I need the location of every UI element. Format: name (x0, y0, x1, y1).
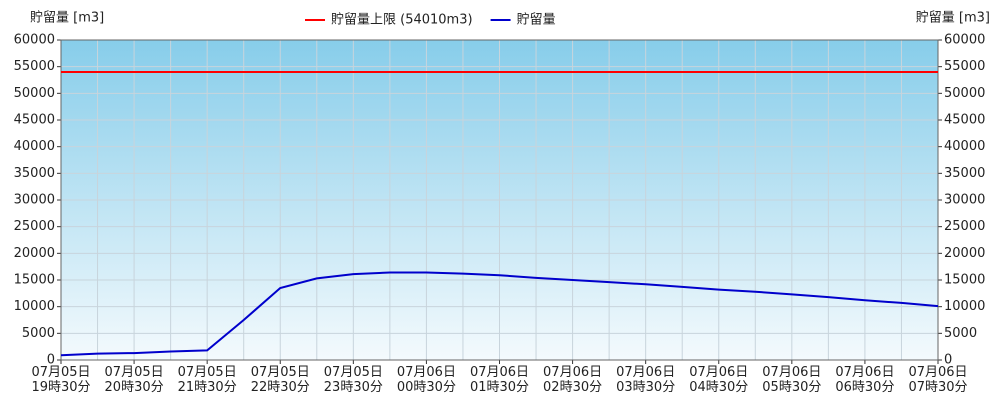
y-axis-label: 貯留量 [m3] (30, 11, 104, 26)
y2-tick-label: 15000 (944, 273, 985, 288)
y-tick-label: 35000 (14, 166, 55, 181)
y-tick-label: 5000 (22, 326, 55, 341)
x-tick-label: 07月06日 04時30分 (689, 365, 748, 395)
x-tick-label: 07月06日 01時30分 (470, 365, 529, 395)
x-tick-label: 07月06日 07時30分 (908, 365, 967, 395)
y2-tick-label: 5000 (944, 326, 977, 341)
y2-axis-label: 貯留量 [m3] (916, 11, 990, 26)
plot-border (60, 39, 939, 361)
x-tick-label: 07月06日 05時30分 (762, 365, 821, 395)
y-tick-label: 0 (47, 353, 55, 368)
y2-tick-label: 40000 (944, 139, 985, 154)
x-tick-label: 07月06日 00時30分 (397, 365, 456, 395)
y-tick-label: 25000 (14, 219, 55, 234)
y2-tick-label: 0 (944, 353, 952, 368)
y-tick-label: 40000 (14, 139, 55, 154)
y2-tick-label: 25000 (944, 219, 985, 234)
x-tick-label: 07月05日 20時30分 (105, 365, 164, 395)
y2-tick-label: 50000 (944, 86, 985, 101)
y2-tick-label: 20000 (944, 246, 985, 261)
legend-label: 貯留量 (517, 13, 556, 28)
y2-tick-label: 35000 (944, 166, 985, 181)
y-tick-label: 60000 (14, 33, 55, 48)
y-tick-label: 50000 (14, 86, 55, 101)
x-tick-label: 07月06日 06時30分 (835, 365, 894, 395)
x-tick-label: 07月06日 02時30分 (543, 365, 602, 395)
y2-tick-label: 30000 (944, 193, 985, 208)
y2-tick-label: 10000 (944, 299, 985, 314)
x-tick-label: 07月05日 22時30分 (251, 365, 310, 395)
y-tick-label: 20000 (14, 246, 55, 261)
y-tick-label: 10000 (14, 299, 55, 314)
x-tick-label: 07月05日 19時30分 (31, 365, 90, 395)
x-tick-label: 07月06日 03時30分 (616, 365, 675, 395)
legend-label: 貯留量上限 (54010m3) (331, 13, 473, 28)
y-tick-label: 45000 (14, 113, 55, 128)
y-tick-label: 15000 (14, 273, 55, 288)
y2-tick-label: 55000 (944, 59, 985, 74)
series-line (60, 271, 939, 357)
y2-tick-label: 45000 (944, 113, 985, 128)
x-tick-label: 07月05日 23時30分 (324, 365, 383, 395)
y2-tick-label: 60000 (944, 33, 985, 48)
y-tick-label: 30000 (14, 193, 55, 208)
y-tick-label: 55000 (14, 59, 55, 74)
x-tick-label: 07月05日 21時30分 (178, 365, 237, 395)
